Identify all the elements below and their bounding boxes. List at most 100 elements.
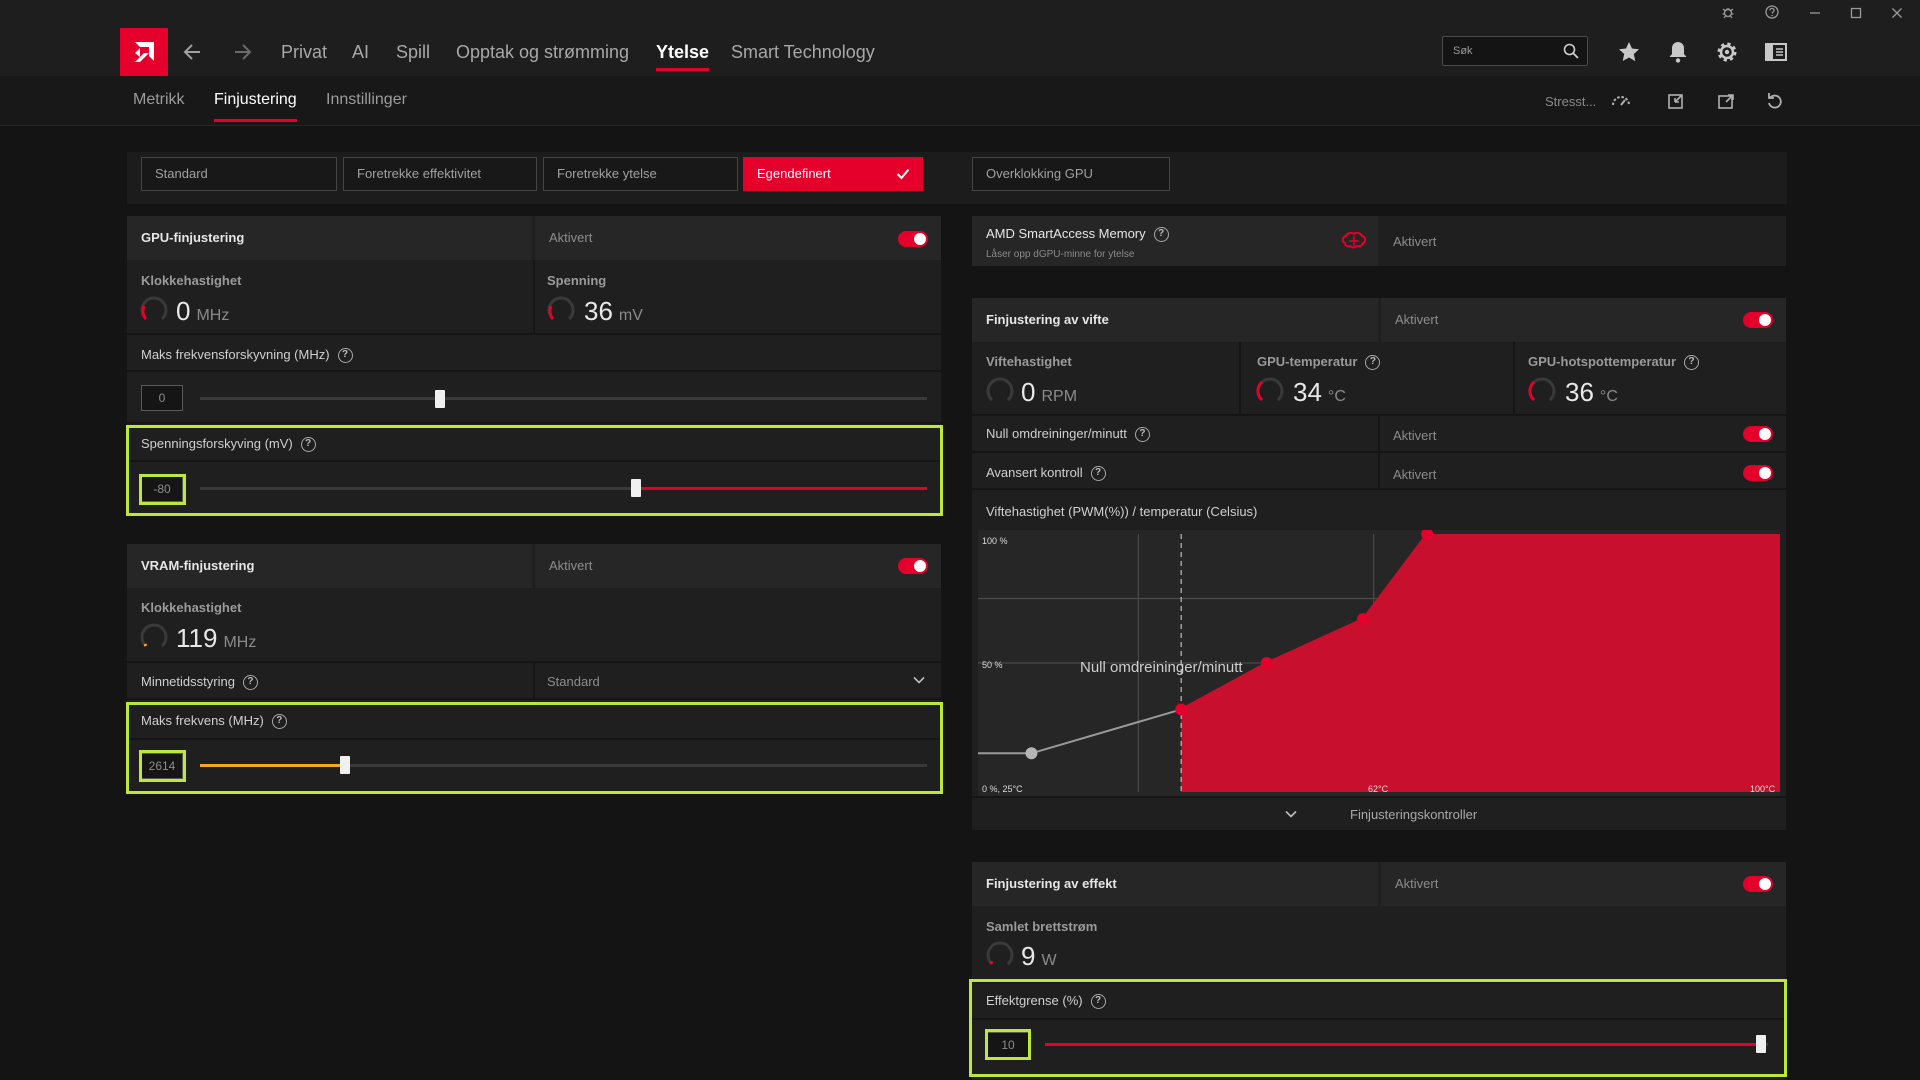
- help-icon[interactable]: ?: [1134, 427, 1150, 443]
- tuning-controls-expander[interactable]: Finjusteringskontroller: [972, 798, 1786, 830]
- help-icon[interactable]: [1762, 4, 1782, 24]
- fan-curve-point[interactable]: [1175, 703, 1188, 716]
- vram-tuning-toggle[interactable]: [898, 558, 928, 574]
- tab-metrikk[interactable]: Metrikk: [133, 91, 185, 108]
- tuning-controls-label: Finjusteringskontroller: [1350, 807, 1478, 822]
- fan-curve-point[interactable]: [1356, 613, 1369, 626]
- preset-efficiency[interactable]: Foretrekke effektivitet: [343, 157, 537, 191]
- fan-curve-point[interactable]: [1025, 747, 1038, 760]
- help-icon[interactable]: ?: [1153, 227, 1169, 243]
- nav-item-privat[interactable]: Privat: [281, 42, 328, 62]
- memory-timing-dropdown[interactable]: Standard: [535, 663, 941, 698]
- divider: [972, 981, 1786, 983]
- divider: [127, 738, 941, 740]
- stress-test-label[interactable]: Stresst...: [1545, 94, 1597, 109]
- export-profile-icon[interactable]: [1715, 90, 1737, 112]
- maximize-icon[interactable]: [1846, 4, 1866, 24]
- vram-tuning-status: Aktivert: [535, 544, 941, 588]
- zero-rpm-toggle[interactable]: [1743, 426, 1773, 442]
- close-icon[interactable]: [1887, 4, 1907, 24]
- vram-clock-value: 119 MHz: [176, 623, 257, 653]
- vram-max-freq-slider[interactable]: [200, 764, 927, 767]
- help-icon[interactable]: ?: [271, 714, 287, 730]
- import-profile-icon[interactable]: [1665, 90, 1687, 112]
- voltage-offset-input[interactable]: -80: [141, 476, 183, 502]
- voltage-offset-slider-thumb[interactable]: [631, 479, 642, 497]
- bug-icon[interactable]: [1718, 4, 1738, 24]
- gpu-temperature-value: 34 °C: [1293, 377, 1346, 407]
- preset-custom[interactable]: Egendefinert: [743, 157, 923, 191]
- voltage-offset-slider[interactable]: [200, 487, 927, 490]
- notifications-bell-icon[interactable]: [1664, 38, 1692, 66]
- gpu-clock-gauge-icon: [140, 296, 168, 321]
- back-button[interactable]: [182, 28, 204, 76]
- vram-clock-gauge-icon: [140, 623, 168, 648]
- fan-curve-point[interactable]: [1260, 657, 1273, 669]
- fan-tuning-title: Finjustering av vifte: [972, 298, 1378, 342]
- power-tuning-toggle[interactable]: [1743, 876, 1773, 892]
- reset-icon[interactable]: [1764, 90, 1786, 112]
- favorites-star-icon[interactable]: [1615, 38, 1643, 66]
- help-icon[interactable]: ?: [1684, 355, 1700, 371]
- sam-title: AMD SmartAccess Memory?: [986, 226, 1169, 243]
- vram-max-freq-slider-thumb[interactable]: [340, 756, 351, 774]
- voltage-offset-label: Spenningsforskyving (mV)?: [141, 436, 316, 453]
- tab-finjustering[interactable]: Finjustering: [214, 76, 297, 124]
- memory-timing-value: Standard: [547, 674, 600, 689]
- preset-performance[interactable]: Foretrekke ytelse: [543, 157, 738, 191]
- stress-test-gauge-icon[interactable]: [1610, 90, 1632, 112]
- max-freq-offset-slider[interactable]: [200, 397, 927, 400]
- vram-max-freq-input[interactable]: 2614: [141, 753, 183, 779]
- nav-item-opptak[interactable]: Opptak og strømming: [456, 42, 630, 62]
- fan-curve-point[interactable]: [1421, 530, 1434, 540]
- y-tick-label: 50 %: [982, 660, 1003, 670]
- nav-item-ytelse[interactable]: Ytelse: [656, 28, 710, 76]
- vram-tuning-title: VRAM-finjustering: [127, 544, 532, 588]
- help-icon[interactable]: ?: [242, 675, 258, 691]
- power-limit-input[interactable]: 10: [987, 1032, 1029, 1058]
- hotspot-temperature-label: GPU-hotspottemperatur?: [1528, 354, 1700, 371]
- sidebar-panel-icon[interactable]: [1762, 38, 1790, 66]
- settings-gear-icon[interactable]: [1713, 38, 1741, 66]
- help-icon[interactable]: ?: [1090, 466, 1106, 482]
- divider: [127, 370, 941, 372]
- search-icon[interactable]: [1563, 43, 1579, 59]
- advanced-control-toggle[interactable]: [1743, 465, 1773, 481]
- fan-curve-chart[interactable]: Null omdreininger/minutt 100 % 50 % 0 %,…: [978, 530, 1780, 796]
- max-freq-offset-slider-thumb[interactable]: [434, 390, 445, 408]
- preset-standard[interactable]: Standard: [141, 157, 337, 191]
- help-icon[interactable]: ?: [1090, 994, 1106, 1010]
- vram-clock-label: Klokkehastighet: [141, 600, 242, 615]
- x-tick-label: 62°C: [1368, 784, 1389, 794]
- fan-tuning-toggle[interactable]: [1743, 312, 1773, 328]
- hotspot-temperature-gauge-icon: [1528, 377, 1556, 402]
- tab-innstillinger[interactable]: Innstillinger: [326, 91, 407, 108]
- forward-button[interactable]: [231, 28, 253, 76]
- fan-curve-points: [1025, 530, 1434, 760]
- fan-tuning-status: Aktivert: [1381, 298, 1786, 342]
- max-freq-offset-input[interactable]: 0: [141, 385, 183, 411]
- search-box[interactable]: [1442, 36, 1588, 66]
- divider: [1513, 342, 1515, 414]
- power-limit-slider-fill: [1045, 1043, 1761, 1046]
- gpu-tuning-toggle[interactable]: [898, 231, 928, 247]
- hotspot-temperature-value: 36 °C: [1565, 377, 1618, 407]
- help-icon[interactable]: ?: [300, 437, 316, 453]
- minimize-icon[interactable]: [1805, 4, 1825, 24]
- fan-speed-label: Viftehastighet: [986, 354, 1072, 369]
- gpu-voltage-label: Spenning: [547, 273, 607, 288]
- power-limit-slider-thumb[interactable]: [1755, 1035, 1766, 1053]
- gpu-voltage-gauge-icon: [547, 296, 575, 321]
- help-icon[interactable]: ?: [337, 348, 353, 364]
- nav-item-ai[interactable]: AI: [352, 42, 370, 62]
- overclock-gpu-button[interactable]: Overklokking GPU: [972, 157, 1170, 191]
- y-tick-label: 100 %: [982, 536, 1008, 546]
- max-freq-offset-label: Maks frekvensforskyvning (MHz)?: [141, 347, 353, 364]
- amd-logo[interactable]: [120, 28, 168, 76]
- nav-item-spill[interactable]: Spill: [396, 42, 431, 62]
- gpu-voltage-value: 36 mV: [584, 296, 643, 326]
- search-input[interactable]: [1453, 42, 1561, 60]
- nav-item-smart-technology[interactable]: Smart Technology: [731, 42, 875, 62]
- help-icon[interactable]: ?: [1365, 355, 1381, 371]
- divider: [533, 663, 535, 698]
